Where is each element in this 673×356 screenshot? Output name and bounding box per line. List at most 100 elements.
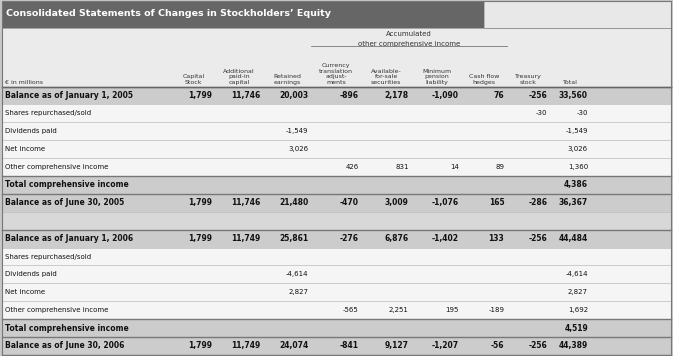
Text: Total comprehensive income: Total comprehensive income (5, 180, 129, 189)
Bar (2, 158, 671, 176)
Text: € in millions: € in millions (5, 80, 42, 85)
Text: Shares repurchased/sold: Shares repurchased/sold (5, 253, 91, 260)
Text: Other comprehensive income: Other comprehensive income (5, 164, 108, 170)
Text: -1,076: -1,076 (432, 198, 459, 207)
Text: Other comprehensive income: Other comprehensive income (5, 307, 108, 313)
Bar (2, 266, 671, 283)
Text: 831: 831 (395, 164, 409, 170)
Text: -1,402: -1,402 (432, 234, 459, 243)
Text: 20,003: 20,003 (279, 91, 308, 100)
Text: Balance as of June 30, 2005: Balance as of June 30, 2005 (5, 198, 124, 207)
Text: other comprehensive income: other comprehensive income (358, 41, 460, 47)
Text: -256: -256 (528, 341, 547, 351)
Text: 4,519: 4,519 (564, 324, 588, 333)
Text: Treasury
stock: Treasury stock (515, 74, 542, 85)
Text: 4,386: 4,386 (564, 180, 588, 189)
Bar (2, 212, 671, 230)
Text: -565: -565 (343, 307, 359, 313)
Text: 3,009: 3,009 (385, 198, 409, 207)
Text: -470: -470 (340, 198, 359, 207)
Text: 44,389: 44,389 (559, 341, 588, 351)
Bar (2, 87, 671, 104)
Bar (2, 176, 671, 194)
Text: -30: -30 (536, 110, 547, 116)
Text: Dividends paid: Dividends paid (5, 271, 57, 277)
Bar (2, 230, 671, 247)
Text: Available-
for-sale
securities: Available- for-sale securities (371, 68, 402, 85)
Text: 1,799: 1,799 (188, 91, 212, 100)
Text: Net income: Net income (5, 289, 45, 295)
Text: Accumulated: Accumulated (386, 31, 432, 37)
Text: Shares repurchased/sold: Shares repurchased/sold (5, 110, 91, 116)
Text: Currency
translation
adjust-
ments: Currency translation adjust- ments (319, 63, 353, 85)
Text: Balance as of January 1, 2005: Balance as of January 1, 2005 (5, 91, 133, 100)
Text: -4,614: -4,614 (286, 271, 308, 277)
Text: Total comprehensive income: Total comprehensive income (5, 324, 129, 333)
Text: Balance as of June 30, 2006: Balance as of June 30, 2006 (5, 341, 124, 351)
Text: 3,026: 3,026 (568, 146, 588, 152)
Text: 3,026: 3,026 (288, 146, 308, 152)
Bar (2, 122, 671, 140)
Text: 24,074: 24,074 (279, 341, 308, 351)
Text: 1,799: 1,799 (188, 341, 212, 351)
Text: 1,799: 1,799 (188, 234, 212, 243)
Text: -30: -30 (577, 110, 588, 116)
Text: 44,484: 44,484 (559, 234, 588, 243)
Text: 11,746: 11,746 (231, 91, 260, 100)
Text: -1,090: -1,090 (432, 91, 459, 100)
Text: -286: -286 (528, 198, 547, 207)
Text: Total: Total (563, 80, 577, 85)
Bar (2, 283, 671, 301)
Text: 21,480: 21,480 (279, 198, 308, 207)
Text: 36,367: 36,367 (559, 198, 588, 207)
Bar (2, 301, 671, 319)
Text: Additional
paid-in
capital: Additional paid-in capital (223, 68, 254, 85)
Bar (2, 247, 671, 266)
Text: 195: 195 (446, 307, 459, 313)
Text: -1,549: -1,549 (286, 128, 308, 134)
Text: Minimum
pension
liability: Minimum pension liability (422, 68, 451, 85)
Text: 11,746: 11,746 (231, 198, 260, 207)
Text: -1,207: -1,207 (432, 341, 459, 351)
Text: -4,614: -4,614 (565, 271, 588, 277)
Bar (2, 319, 671, 337)
Text: -256: -256 (528, 91, 547, 100)
Text: 6,876: 6,876 (384, 234, 409, 243)
Text: Dividends paid: Dividends paid (5, 128, 57, 134)
Text: Retained
earnings: Retained earnings (273, 74, 301, 85)
Bar (2, 337, 671, 355)
Text: 2,827: 2,827 (568, 289, 588, 295)
Text: Cash flow
hedges: Cash flow hedges (469, 74, 499, 85)
Text: Consolidated Statements of Changes in Stockholders’ Equity: Consolidated Statements of Changes in St… (6, 9, 331, 19)
Bar (2, 194, 671, 212)
Text: 165: 165 (489, 198, 504, 207)
Bar (2, 140, 671, 158)
Bar (484, 1, 671, 28)
Text: 11,749: 11,749 (231, 234, 260, 243)
Text: 25,861: 25,861 (279, 234, 308, 243)
Text: 426: 426 (345, 164, 359, 170)
Text: -276: -276 (340, 234, 359, 243)
Text: 2,178: 2,178 (384, 91, 409, 100)
Text: Capital
Stock: Capital Stock (182, 74, 205, 85)
Text: 2,251: 2,251 (389, 307, 409, 313)
Bar (2, 1, 484, 28)
Bar (2, 28, 671, 87)
Text: 1,799: 1,799 (188, 198, 212, 207)
Text: 1,360: 1,360 (568, 164, 588, 170)
Text: Net income: Net income (5, 146, 45, 152)
Text: 76: 76 (494, 91, 504, 100)
Text: -256: -256 (528, 234, 547, 243)
Text: -896: -896 (340, 91, 359, 100)
Text: 33,560: 33,560 (559, 91, 588, 100)
Text: 14: 14 (450, 164, 459, 170)
Text: Balance as of January 1, 2006: Balance as of January 1, 2006 (5, 234, 133, 243)
Text: -56: -56 (491, 341, 504, 351)
Text: -1,549: -1,549 (565, 128, 588, 134)
Bar (2, 104, 671, 122)
Text: 1,692: 1,692 (568, 307, 588, 313)
Text: -841: -841 (340, 341, 359, 351)
Text: -189: -189 (489, 307, 504, 313)
Text: 2,827: 2,827 (289, 289, 308, 295)
Text: 89: 89 (495, 164, 504, 170)
